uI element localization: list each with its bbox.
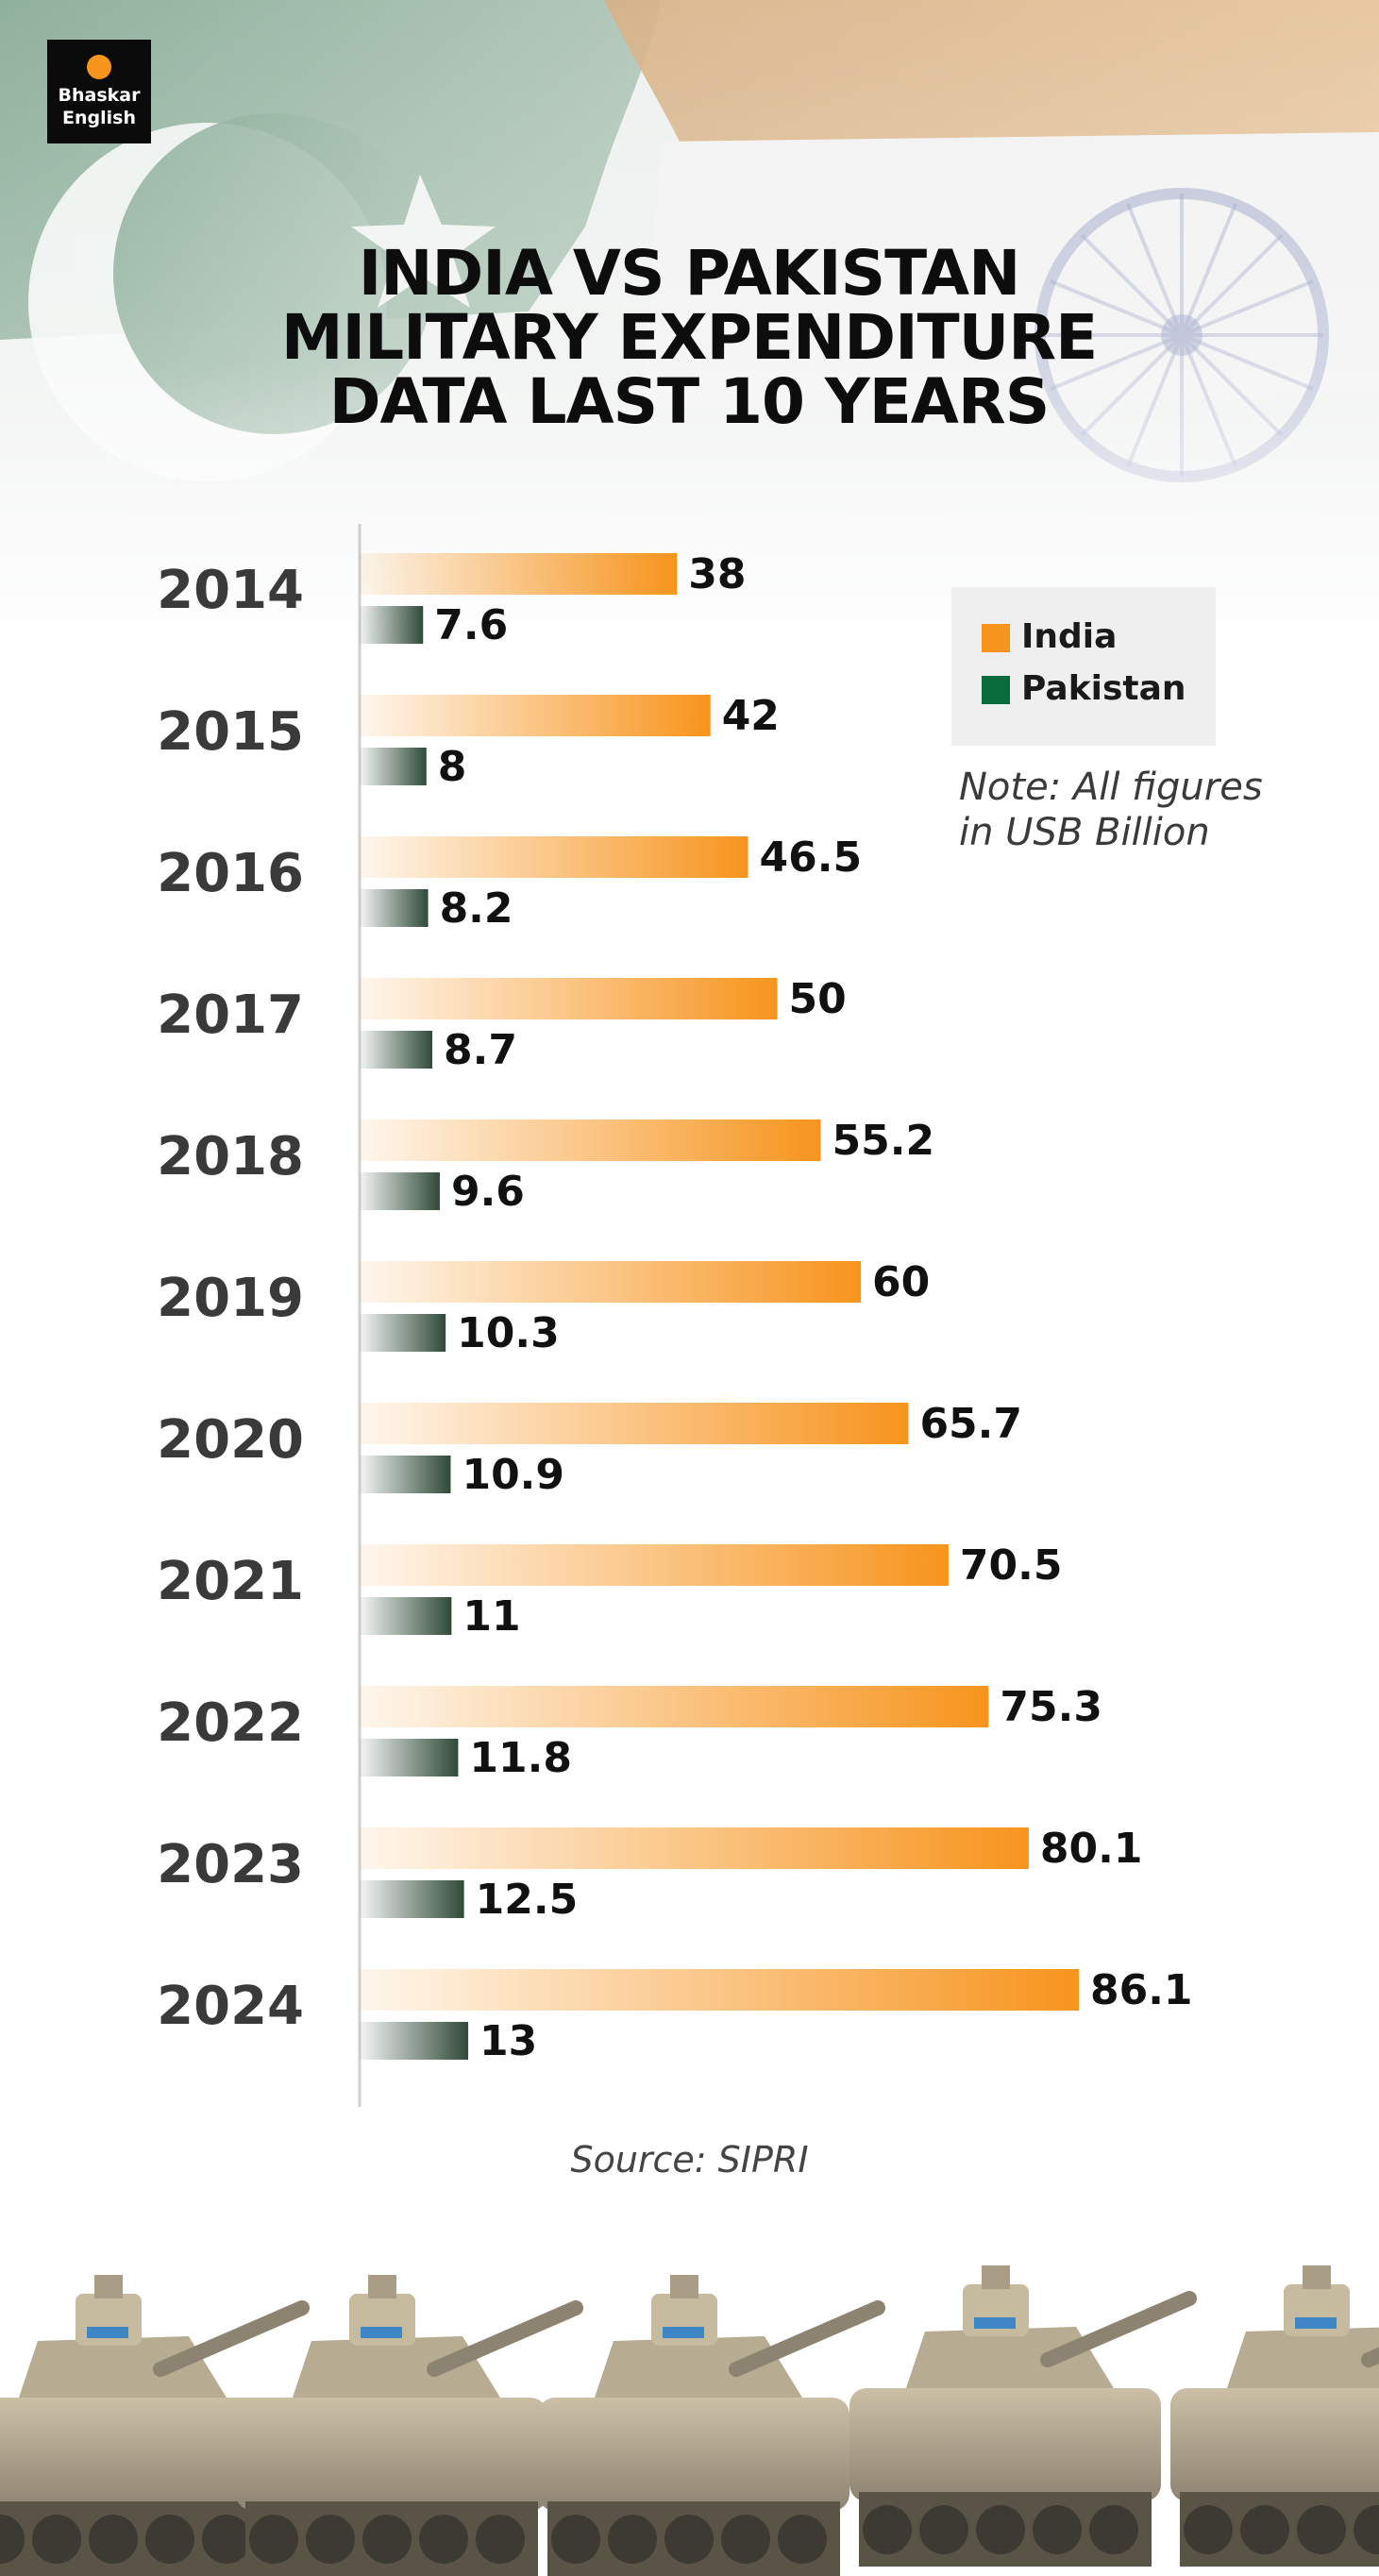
units-note: Note: All figures in USB Billion xyxy=(959,765,1355,855)
india-bar xyxy=(360,1969,1079,2011)
pakistan-bar xyxy=(360,1456,451,1493)
india-bar xyxy=(360,836,748,878)
pakistan-value-label: 10.9 xyxy=(462,1451,564,1499)
india-bar xyxy=(360,553,678,595)
expenditure-bar-chart: 2014 38 7.6 2015 42 8 2016 46.5 8.2 2017 50 8.7 2018… xyxy=(157,524,1193,2107)
title-line-1: INDIA VS PAKISTAN xyxy=(358,237,1021,310)
pakistan-value-label: 9.6 xyxy=(451,1168,525,1216)
india-value-label: 55.2 xyxy=(832,1117,935,1165)
pakistan-value-label: 8 xyxy=(438,743,467,791)
title-line-2: MILITARY EXPENDITURE xyxy=(280,301,1098,374)
legend: India Pakistan xyxy=(951,587,1216,746)
india-bar xyxy=(360,1544,949,1586)
india-bar xyxy=(360,1827,1029,1869)
pakistan-value-label: 12.5 xyxy=(476,1876,579,1924)
tank-row-illustration xyxy=(0,2237,1379,2576)
pakistan-value-label: 10.3 xyxy=(457,1309,560,1357)
legend-swatch-pakistan xyxy=(982,676,1010,704)
source-credit: Source: SIPRI xyxy=(570,2139,809,2180)
india-bar xyxy=(360,1261,861,1303)
india-value-label: 86.1 xyxy=(1090,1966,1193,2014)
flag-background xyxy=(0,0,1379,661)
year-label: 2016 xyxy=(157,843,304,904)
year-label: 2023 xyxy=(157,1834,304,1895)
pakistan-value-label: 8.2 xyxy=(440,884,513,933)
year-label: 2015 xyxy=(157,701,304,763)
india-value-label: 70.5 xyxy=(960,1541,1063,1590)
bhaskar-english-logo[interactable]: Bhaskar English xyxy=(47,40,151,143)
pakistan-value-label: 7.6 xyxy=(434,601,508,649)
year-label: 2024 xyxy=(157,1976,304,2037)
year-label: 2014 xyxy=(157,560,304,621)
india-value-label: 38 xyxy=(688,550,746,598)
legend-swatch-india xyxy=(982,624,1010,652)
legend-label-india: India xyxy=(1021,617,1118,656)
pakistan-bar xyxy=(360,1031,432,1069)
pakistan-bar xyxy=(360,1597,452,1635)
india-bar xyxy=(360,978,778,1019)
pakistan-bar xyxy=(360,889,429,927)
legend-label-pakistan: Pakistan xyxy=(1021,669,1186,708)
year-label: 2018 xyxy=(157,1126,304,1187)
pakistan-bar xyxy=(360,1880,464,1918)
pakistan-value-label: 11 xyxy=(462,1592,520,1641)
india-value-label: 46.5 xyxy=(760,833,863,882)
pakistan-value-label: 8.7 xyxy=(444,1026,517,1074)
india-value-label: 50 xyxy=(789,975,847,1023)
year-label: 2021 xyxy=(157,1551,304,1612)
india-bar xyxy=(360,1403,909,1444)
note-line-1: Note: All figures xyxy=(959,766,1263,809)
india-bar xyxy=(360,695,711,736)
note-line-2: in USB Billion xyxy=(959,811,1210,854)
pakistan-bar xyxy=(360,1172,440,1210)
india-value-label: 60 xyxy=(872,1258,930,1306)
logo-line-1: Bhaskar xyxy=(58,85,141,106)
india-value-label: 80.1 xyxy=(1040,1825,1143,1873)
year-label: 2017 xyxy=(157,985,304,1046)
pakistan-bar xyxy=(360,748,427,785)
india-bar xyxy=(360,1120,821,1161)
pakistan-value-label: 13 xyxy=(479,2017,537,2065)
india-bar xyxy=(360,1686,989,1727)
year-label: 2020 xyxy=(157,1409,304,1471)
pakistan-bar xyxy=(360,606,424,644)
pakistan-bar xyxy=(360,2022,469,2060)
india-value-label: 75.3 xyxy=(1000,1683,1102,1731)
logo-line-2: English xyxy=(62,108,136,128)
india-value-label: 65.7 xyxy=(919,1400,1022,1448)
title-line-3: DATA LAST 10 YEARS xyxy=(328,365,1051,438)
logo-dot-icon xyxy=(87,55,111,79)
page-title: INDIA VS PAKISTAN MILITARY EXPENDITURE D… xyxy=(76,242,1303,434)
year-label: 2019 xyxy=(157,1268,304,1329)
year-label: 2022 xyxy=(157,1692,304,1754)
pakistan-bar xyxy=(360,1739,459,1776)
india-value-label: 42 xyxy=(722,692,780,740)
pakistan-bar xyxy=(360,1314,446,1352)
pakistan-value-label: 11.8 xyxy=(469,1734,572,1782)
